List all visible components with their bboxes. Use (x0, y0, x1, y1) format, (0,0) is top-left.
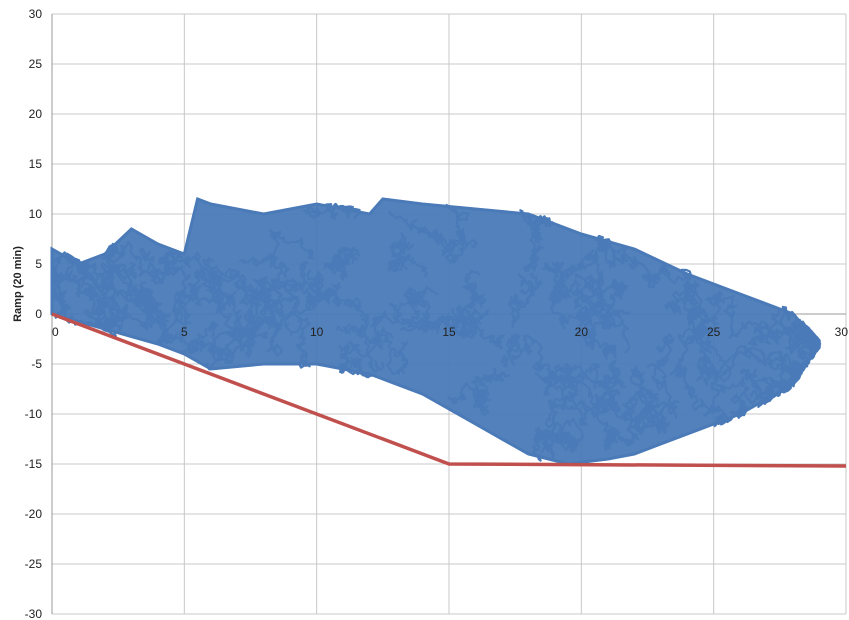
y-tick-label: -25 (25, 557, 43, 571)
y-tick-label: -5 (31, 357, 42, 371)
series-trajectory (445, 203, 470, 247)
y-tick-label: 10 (29, 207, 43, 221)
x-tick-label: 25 (707, 325, 721, 339)
x-tick-label: 0 (52, 325, 59, 339)
series-trajectory (209, 270, 231, 314)
series-cloud (50, 196, 822, 466)
x-tick-labels: 0 5 10 15 20 25 30 (52, 325, 848, 339)
series-trajectory (327, 245, 360, 275)
series-trajectory (62, 315, 113, 333)
series-trajectory (104, 261, 142, 303)
series-trajectory (268, 252, 290, 283)
series-trajectory (130, 281, 188, 335)
series-trajectory (510, 334, 564, 387)
series-trajectory (292, 317, 311, 369)
series-trajectory (181, 324, 257, 362)
y-tick-label: 25 (29, 57, 43, 71)
series-trajectory (644, 263, 701, 288)
series-trajectory (92, 279, 163, 324)
series-trajectory (387, 253, 428, 278)
series-trajectory (585, 235, 614, 265)
series-trajectory (608, 246, 662, 288)
series-trajectory (238, 229, 315, 267)
series-trajectory (730, 368, 763, 419)
series-trajectory (153, 320, 219, 347)
y-tick-labels: -30 -25 -20 -15 -10 -5 0 5 10 15 20 25 30 (25, 7, 43, 620)
y-tick-label: 0 (35, 307, 42, 321)
series-trajectory (324, 247, 354, 281)
series-trajectory (473, 385, 492, 417)
y-tick-label: 15 (29, 157, 43, 171)
series-trajectory (139, 300, 163, 329)
series-trajectory (759, 355, 799, 405)
series-trajectory (400, 287, 427, 332)
limit-line (51, 312, 847, 468)
series-trajectory (76, 282, 117, 338)
series-trajectory (534, 372, 586, 408)
series-limit-line (51, 312, 847, 468)
series-trajectory (388, 232, 415, 265)
series-trajectory (674, 367, 746, 417)
series-trajectory (575, 301, 631, 354)
series-trajectory (459, 269, 487, 313)
y-tick-label: -10 (25, 407, 43, 421)
series-trajectory (541, 261, 603, 305)
y-tick-label: 5 (35, 257, 42, 271)
series-trajectory (252, 275, 324, 303)
x-tick-label: 10 (310, 325, 324, 339)
series-trajectory (585, 328, 617, 360)
y-axis-label: Ramp (20 min) (12, 246, 24, 322)
series-trajectory (687, 290, 735, 326)
series-trajectory (610, 386, 658, 422)
series-trajectory (387, 210, 445, 246)
series-trajectory (629, 365, 678, 419)
series-trajectory (338, 345, 377, 379)
series-trajectory (723, 304, 764, 340)
x-tick-label: 30 (835, 325, 849, 339)
x-tick-label: 5 (181, 325, 188, 339)
y-tick-label: 20 (29, 107, 43, 121)
y-tick-label: 30 (29, 7, 43, 21)
x-tick-label: 15 (442, 325, 456, 339)
series-trajectory (335, 323, 385, 373)
series-trajectory (447, 367, 511, 405)
series-trajectory (544, 362, 605, 429)
series-trajectory (341, 333, 409, 375)
x-tick-label: 20 (575, 325, 589, 339)
y-tick-label: -15 (25, 457, 43, 471)
series-trajectory (260, 260, 309, 310)
series-trajectory (54, 292, 71, 319)
series-trajectory (646, 333, 675, 370)
series-trajectory (531, 426, 555, 462)
series-trajectory (266, 300, 296, 357)
series-trajectory (257, 279, 283, 326)
series-trajectory (669, 318, 714, 379)
series-trajectory (157, 249, 183, 272)
y-tick-label: -30 (25, 607, 43, 620)
series-trajectory (517, 272, 543, 297)
series-trajectory (560, 397, 639, 447)
series-trajectory (302, 202, 361, 221)
series-trajectory (700, 329, 821, 383)
series-trajectory (523, 215, 544, 273)
series-trajectory (573, 280, 628, 313)
series-trajectory (206, 266, 247, 292)
series-trajectory (548, 268, 572, 304)
series-trajectory (500, 332, 521, 368)
series-trajectory (592, 360, 627, 407)
series-trajectory (540, 428, 574, 459)
series-trajectory (209, 274, 243, 335)
series-trajectory (507, 293, 533, 328)
series-trajectory (682, 282, 703, 317)
series-trajectory (420, 314, 479, 340)
series-trajectory (119, 241, 167, 285)
series-trajectory (83, 242, 123, 282)
series-trajectory (550, 288, 599, 330)
series-trajectory (756, 305, 816, 339)
series-trajectory (577, 309, 631, 351)
series-trajectory (574, 273, 619, 324)
y-tick-label: -20 (25, 507, 43, 521)
series-trajectory (166, 265, 191, 320)
